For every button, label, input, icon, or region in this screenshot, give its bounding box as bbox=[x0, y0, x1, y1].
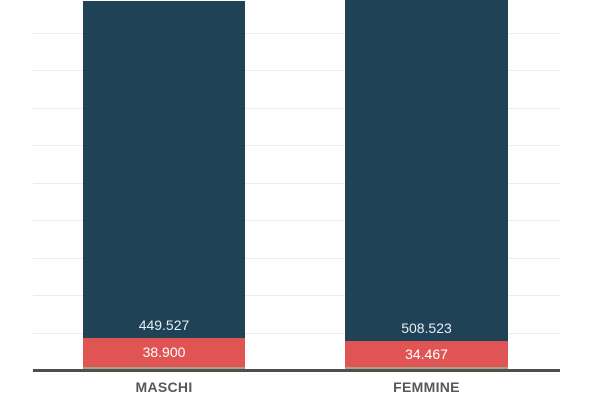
bar-femmine-primary-segment[interactable]: 508.523 bbox=[345, 0, 508, 342]
bar-maschi-secondary-segment[interactable]: 38.900 bbox=[83, 337, 245, 367]
category-label-maschi: MASCHI bbox=[135, 379, 193, 395]
gridline bbox=[33, 183, 560, 184]
bar-maschi-primary-segment[interactable]: 449.527 bbox=[83, 0, 245, 338]
gridline bbox=[33, 295, 560, 296]
gridline bbox=[33, 258, 560, 259]
bar-femmine[interactable]: 508.523 34.467 bbox=[345, 0, 508, 370]
value-label-secondary-maschi: 38.900 bbox=[142, 344, 186, 361]
gridline bbox=[33, 108, 560, 109]
bar-femmine-baseline-strip bbox=[345, 367, 508, 370]
value-label-primary-maschi: 449.527 bbox=[138, 316, 190, 333]
gridline bbox=[33, 70, 560, 71]
gridline bbox=[33, 145, 560, 146]
value-label-secondary-femmine: 34.467 bbox=[405, 346, 448, 363]
gridline bbox=[33, 333, 560, 334]
gridline bbox=[33, 33, 560, 34]
x-axis-line bbox=[33, 369, 560, 372]
value-label-primary-femmine: 508.523 bbox=[401, 320, 452, 337]
category-label-femmine: FEMMINE bbox=[393, 379, 460, 395]
bar-femmine-secondary-segment[interactable]: 34.467 bbox=[345, 341, 508, 367]
bar-maschi[interactable]: 449.527 38.900 bbox=[83, 0, 245, 370]
bar-maschi-baseline-strip bbox=[83, 367, 245, 370]
gridline bbox=[33, 220, 560, 221]
